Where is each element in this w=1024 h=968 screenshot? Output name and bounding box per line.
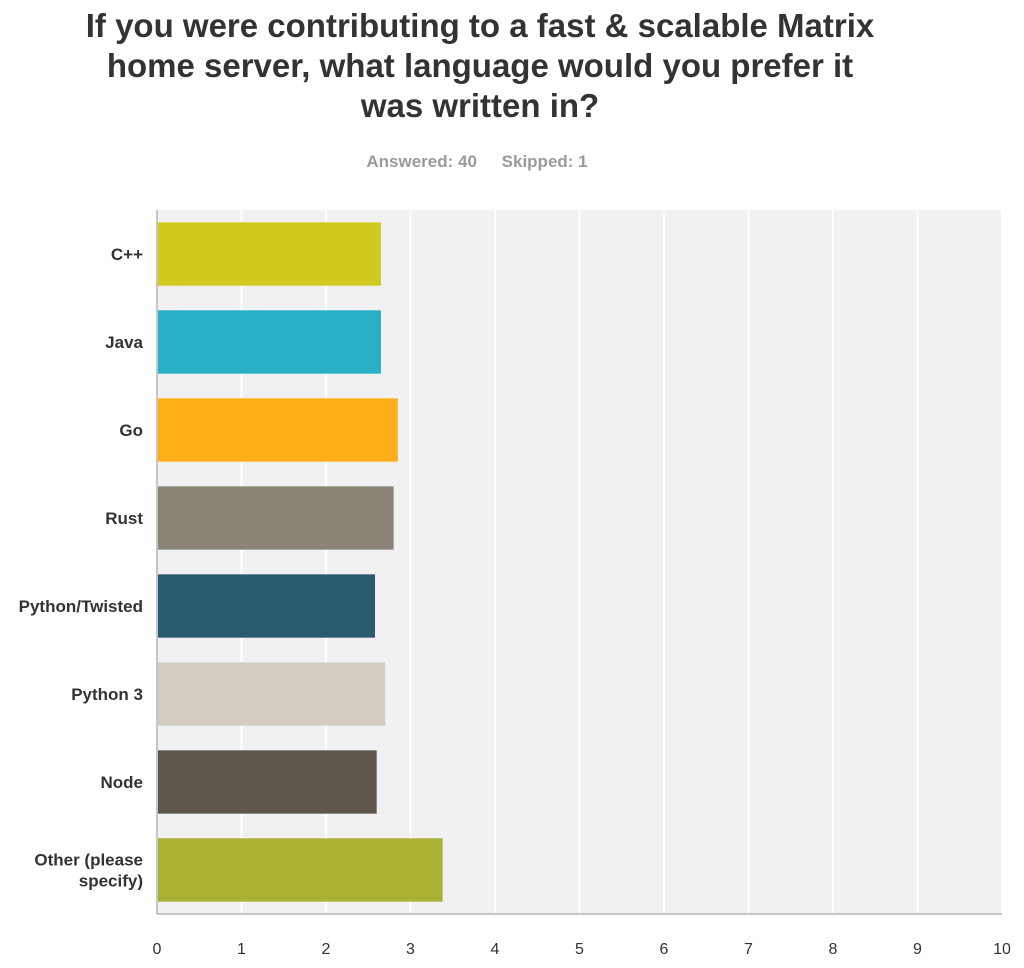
response-stats: Answered: 40 Skipped: 1 <box>0 152 954 172</box>
x-tick-labels: 0 1 2 3 4 5 6 7 8 9 10 <box>153 941 1011 958</box>
bar <box>158 486 394 550</box>
category-label: Python 3 <box>71 685 143 704</box>
category-labels: C++ Java Go Rust Python/Twisted Python 3 Node O… <box>19 245 144 891</box>
category-label: Rust <box>105 509 143 528</box>
bar <box>158 310 381 374</box>
bar <box>158 222 381 286</box>
category-label: Node <box>101 773 144 792</box>
chart-title: If you were contributing to a fast & sca… <box>85 7 875 124</box>
x-tick-label: 5 <box>575 941 584 958</box>
x-tick-label: 0 <box>153 941 162 958</box>
bar <box>158 574 376 638</box>
x-tick-label: 4 <box>491 941 500 958</box>
category-label: Other (please specify) <box>34 851 143 891</box>
skipped-count: Skipped: 1 <box>501 152 588 171</box>
x-tick-label: 3 <box>406 941 415 958</box>
x-tick-label: 2 <box>322 941 331 958</box>
x-tick-label: 1 <box>237 941 246 958</box>
category-label: C++ <box>111 245 143 264</box>
x-tick-label: 8 <box>829 941 838 958</box>
bars <box>158 222 443 902</box>
category-label: Java <box>105 333 143 352</box>
x-tick-label: 6 <box>660 941 669 958</box>
bar <box>158 750 377 814</box>
bar <box>158 838 443 902</box>
x-tick-label: 9 <box>913 941 922 958</box>
bar <box>158 398 398 462</box>
answered-count: Answered: 40 <box>366 152 477 171</box>
x-tick-label: 10 <box>993 941 1011 958</box>
x-tick-label: 7 <box>744 941 753 958</box>
bar <box>158 662 386 726</box>
category-label: Python/Twisted <box>19 597 143 616</box>
category-label: Go <box>119 421 143 440</box>
